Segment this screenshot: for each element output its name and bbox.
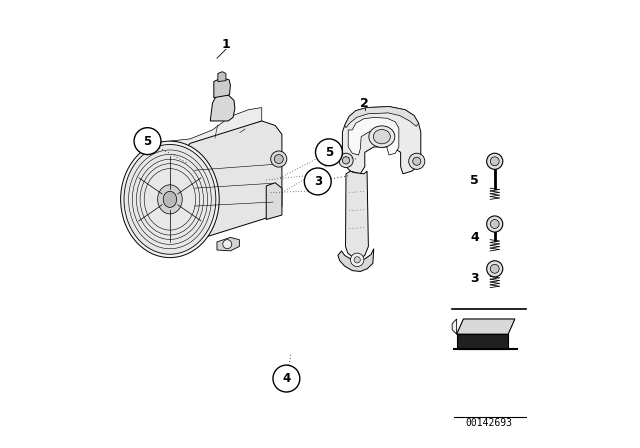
Circle shape [486, 216, 503, 232]
Text: 3: 3 [470, 271, 479, 285]
Circle shape [275, 155, 284, 164]
Circle shape [354, 257, 360, 263]
Text: 4: 4 [282, 372, 291, 385]
Circle shape [223, 240, 232, 249]
Polygon shape [179, 121, 282, 242]
Circle shape [271, 151, 287, 167]
Polygon shape [161, 237, 186, 250]
Text: 1: 1 [221, 38, 230, 52]
Circle shape [486, 261, 503, 277]
Circle shape [490, 264, 499, 273]
Polygon shape [457, 319, 515, 334]
Polygon shape [346, 171, 369, 259]
Circle shape [316, 139, 342, 166]
Polygon shape [217, 237, 239, 251]
Polygon shape [210, 93, 235, 121]
Text: 3: 3 [314, 175, 322, 188]
Text: 5: 5 [325, 146, 333, 159]
Circle shape [342, 157, 349, 164]
Polygon shape [266, 183, 282, 220]
Polygon shape [218, 72, 226, 82]
Circle shape [351, 253, 364, 267]
Circle shape [339, 153, 353, 168]
Polygon shape [345, 107, 419, 128]
Polygon shape [457, 334, 508, 349]
Circle shape [409, 153, 425, 169]
Circle shape [305, 168, 332, 195]
Ellipse shape [157, 185, 182, 214]
Circle shape [134, 128, 161, 155]
Ellipse shape [124, 145, 216, 254]
Circle shape [273, 365, 300, 392]
Polygon shape [342, 107, 421, 174]
Text: 4: 4 [470, 231, 479, 244]
Circle shape [490, 157, 499, 166]
Text: 00142693: 00142693 [466, 418, 513, 428]
Polygon shape [348, 117, 399, 155]
Circle shape [413, 157, 421, 165]
Polygon shape [214, 78, 230, 98]
Ellipse shape [121, 141, 219, 258]
Circle shape [490, 220, 499, 228]
Text: 5: 5 [143, 134, 152, 148]
Ellipse shape [373, 129, 390, 144]
Text: 2: 2 [360, 96, 369, 110]
Ellipse shape [163, 191, 177, 207]
Polygon shape [338, 249, 374, 271]
Polygon shape [170, 108, 262, 155]
Circle shape [486, 153, 503, 169]
Ellipse shape [369, 126, 395, 147]
Text: 5: 5 [470, 174, 479, 187]
Polygon shape [452, 319, 457, 334]
